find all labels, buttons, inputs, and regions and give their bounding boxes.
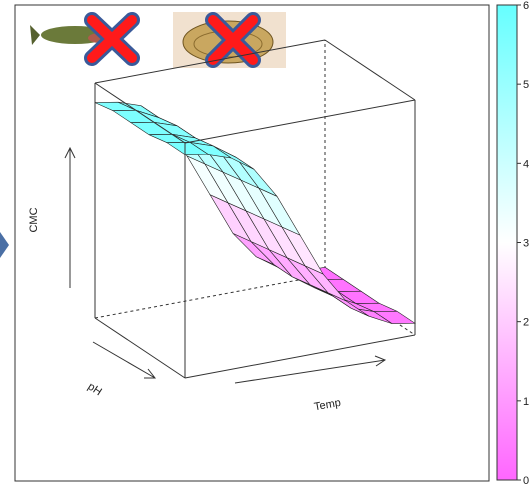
colorbar-tick-label: 0 [523,475,529,487]
colorbar-tick-label: 6 [523,0,529,12]
box-edge [94,274,326,319]
surface [94,101,416,324]
remove-icon [84,12,140,66]
box-edge [94,82,186,144]
remove-icon [205,12,261,68]
box-edge [94,317,186,379]
box-edge [94,39,326,84]
colorbar-tick-label: 1 [523,396,529,408]
plot-frame [14,4,490,482]
colorbar-tick-label: 5 [523,79,529,91]
z-axis-label: CMC [28,207,40,232]
side-arrow[interactable] [0,232,9,258]
box-edge [324,39,416,101]
axis-arrows [64,146,387,384]
box-edge [184,334,416,379]
box-edge [184,99,416,144]
x-axis-label: Temp [313,397,342,413]
colorbar-tick-label: 3 [523,238,529,250]
colorbar-tick-label: 4 [523,158,529,170]
box-front [94,82,416,379]
colorbar-tick-label: 2 [523,317,529,329]
y-axis-label: pH [85,381,103,399]
colorbar [496,4,518,481]
